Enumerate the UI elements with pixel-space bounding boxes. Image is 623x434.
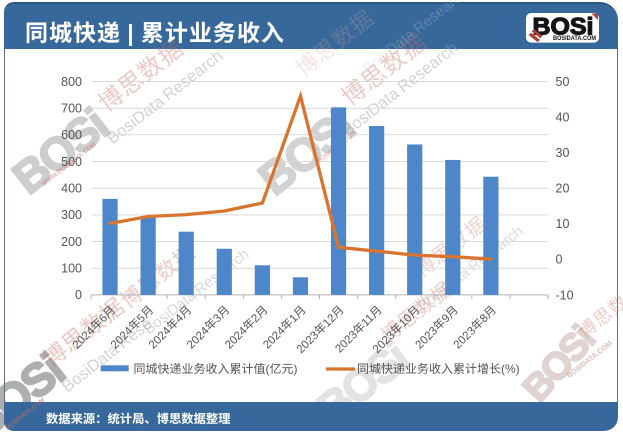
svg-text:500: 500: [61, 155, 82, 169]
svg-text:同城快递业务收入累计值(亿元): 同城快递业务收入累计值(亿元): [134, 360, 298, 377]
svg-text:200: 200: [61, 235, 82, 249]
svg-text:BOSi: BOSi: [533, 14, 594, 41]
svg-text:40: 40: [556, 110, 570, 124]
svg-text:300: 300: [61, 208, 82, 222]
svg-text:800: 800: [61, 75, 82, 89]
svg-text:0: 0: [75, 288, 82, 302]
svg-text:30: 30: [556, 146, 570, 160]
svg-text:同城快递业务收入累计增长(%): 同城快递业务收入累计增长(%): [357, 360, 520, 377]
svg-text:50: 50: [556, 75, 570, 89]
svg-text:0: 0: [556, 253, 563, 267]
svg-text:700: 700: [61, 102, 82, 116]
svg-text:20: 20: [556, 182, 570, 196]
svg-text:-10: -10: [556, 288, 574, 302]
svg-text:BOSIDATA.COM: BOSIDATA.COM: [553, 36, 596, 42]
svg-text:600: 600: [61, 128, 82, 142]
svg-text:10: 10: [556, 217, 570, 231]
svg-text:100: 100: [61, 262, 82, 276]
svg-text:400: 400: [61, 182, 82, 196]
